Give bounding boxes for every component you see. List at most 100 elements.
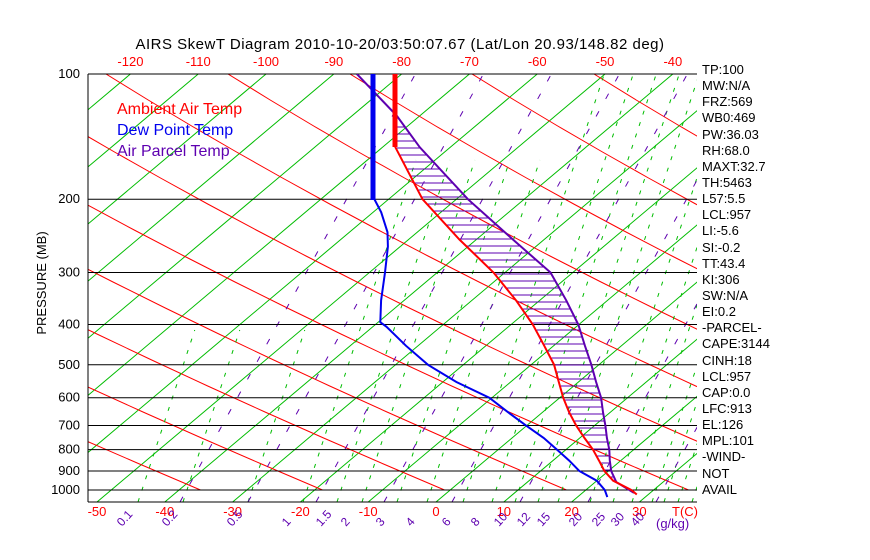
stats-panel: TP:100 MW:N/A FRZ:569 WB0:469 PW:36.03 RH:68.… [702,62,822,498]
mixing-ratio-line [514,74,657,502]
moist-adiabat-line [519,179,697,502]
stat-line: TP:100 [702,62,744,77]
isotherm-line [571,395,697,502]
top-temp-tick-label: -100 [253,54,279,69]
stat-line: MW:N/A [702,78,751,94]
moist-adiabat-line [451,74,688,502]
stat-line: EI:0.2 [702,304,736,320]
mixing-ratio-tick-label: 1.5 [313,507,335,529]
mixing-ratio-line [361,159,476,502]
mixing-unit-label: (g/kg) [656,516,689,531]
plot-frame [87,73,697,503]
dry-adiabat-line [88,268,567,491]
isotherm-line [88,74,131,111]
pressure-tick-label: 900 [58,463,80,478]
stat-line: WB0:469 [702,110,756,126]
mixing-ratio-line [612,245,697,502]
mixing-ratio-tick-label: 0.1 [114,507,136,529]
isotherm-line [164,74,674,502]
pressure-tick-label: 600 [58,390,80,405]
dewpoint-curve [372,74,609,498]
background-grid [0,74,870,502]
pressure-tick-label: 700 [58,418,80,433]
dry-adiabat-line [227,74,697,330]
stat-line: FRZ:569 [702,94,753,110]
mixing-ratio-tick-label: 3 [373,514,388,529]
mixing-ratio-tick-label: 30 [608,509,628,529]
stat-line: RH:68.0 [702,142,750,158]
mixing-ratio-tick-label: 6 [439,514,454,529]
mixing-ratio-line [663,400,697,502]
isotherm-line [88,74,470,396]
isotherm-line [367,224,697,502]
bottom-temp-tick-label: -20 [291,504,310,519]
mixing-ratio-line [651,364,697,502]
stat-line: AVAIL [702,481,737,497]
mixing-ratio-line [302,159,417,502]
pressure-tick-label: 1000 [51,482,80,497]
mixing-ratio-tick-label: 25 [589,509,609,529]
top-temp-tick-label: -90 [324,54,343,69]
moist-adiabat-line [247,74,484,502]
mixing-ratio-tick-label: 4 [403,514,418,529]
isotherm-line [232,110,697,502]
top-temp-tick-label: -60 [528,54,547,69]
stat-line: CINH:18 [702,352,752,368]
dry-adiabat-line [88,329,445,491]
isotherm-line [96,74,606,502]
sounding-curves [356,74,638,498]
moist-adiabat-line [383,74,620,502]
mixing-ratio-tick-label: 12 [514,509,534,529]
mixing-ratio-line [426,159,541,502]
dry-adiabat-line [349,74,697,270]
mixing-ratio-line [137,329,196,502]
top-temp-tick-label: -40 [663,54,682,69]
top-temp-tick-label: -110 [186,54,211,69]
legend-dewpoint: Dew Point Temp [117,122,234,139]
top-temp-tick-label: -70 [460,54,479,69]
bottom-temp-tick-label: -40 [155,504,174,519]
stat-line: LI:-5.6 [702,223,739,239]
dry-adiabat-line [105,74,697,388]
moist-adiabat-line [860,74,870,502]
axis-labels: 1002003004005006007008009001000PRESSURE … [34,54,698,531]
isotherm-line [88,74,402,339]
isotherm-line [0,74,63,502]
mixing-ratio-tick-label: 15 [534,509,554,529]
stat-line: LFC:913 [702,400,752,416]
isotherm-line [503,338,697,502]
stat-line: LCL:957 [702,368,752,384]
mixing-ratio-line [491,74,634,502]
stat-line: L57:5.5 [702,191,746,207]
temp-unit-label: T(C) [672,504,698,519]
stat-line: MPL:101 [702,433,755,449]
stat-line: TH:5463 [702,174,752,190]
bottom-temp-tick-label: -10 [359,504,378,519]
bottom-temp-tick-label: -30 [223,504,242,519]
mixing-ratio-line [537,74,680,502]
bottom-temp-tick-label: -50 [88,504,107,519]
mixing-ratio-tick-label: 8 [468,514,483,529]
stat-line: PW:36.03 [702,126,759,142]
stat-line: LCL:957 [702,207,752,223]
pressure-tick-label: 300 [58,264,80,279]
moist-adiabat-line [655,426,697,502]
stat-line: EL:126 [702,417,744,433]
bottom-temp-tick-label: 20 [564,504,578,519]
pressure-tick-label: 100 [58,66,80,81]
parcel-curve [356,74,635,494]
page-title: AIRS SkewT Diagram 2010-10-20/03:50:07.6… [135,36,665,53]
mixing-ratio-tick-label: 2 [338,514,353,529]
ambient-curve [394,74,638,496]
stat-line: -WIND- [702,449,746,465]
dry-adiabat-line [471,74,697,206]
moist-adiabat-line [587,302,697,502]
mixing-ratio-line [462,74,605,502]
mixing-ratio-line [631,303,697,502]
dry-adiabat-line [88,386,323,491]
isotherm-line [88,74,335,282]
stat-line: NOT [702,465,730,481]
isotherm-line [88,74,199,168]
